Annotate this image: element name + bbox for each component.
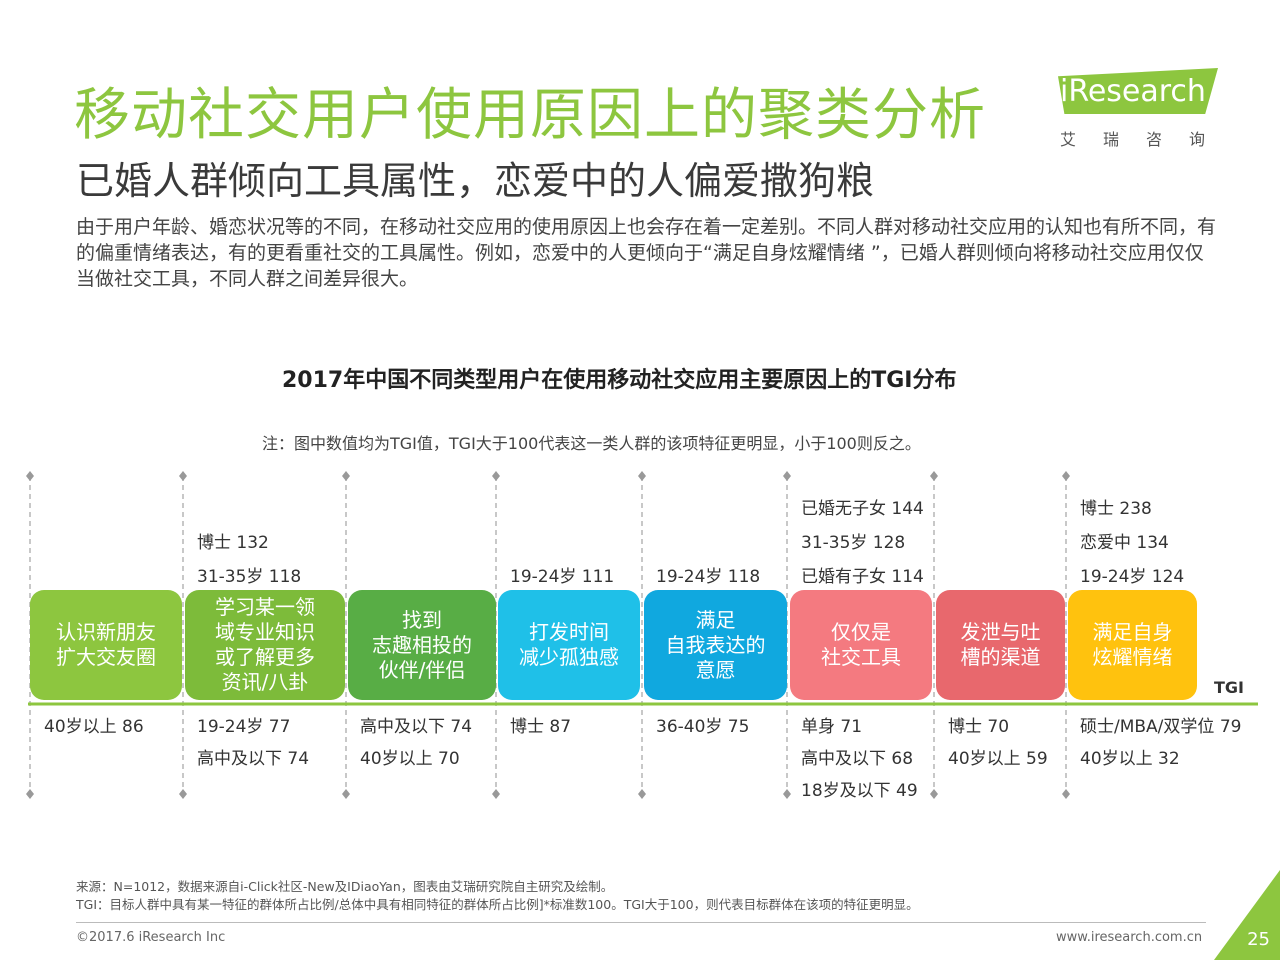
reason-label: 认识新朋友 扩大交友圈	[56, 620, 156, 669]
page-number: 25	[1247, 929, 1270, 950]
tgi-value-low: 高中及以下 74	[360, 717, 473, 737]
source-line-2: TGI：目标人群中具有某一特征的群体所占比例/总体中具有相同特征的群体所占比例]…	[76, 897, 919, 912]
divider-diamond	[492, 789, 500, 799]
reason-box: 打发时间 减少孤独感	[498, 590, 640, 700]
source-note: 来源：N=1012，数据来源自i-Click社区-New及IDiaoYan，图表…	[76, 878, 919, 914]
reason-box: 满足自身 炫耀情绪	[1068, 590, 1197, 700]
page-title: 移动社交用户使用原因上的聚类分析	[74, 83, 986, 148]
tgi-value-low: 40岁以上 59	[948, 749, 1048, 769]
divider-diamond	[179, 789, 187, 799]
logo-badge	[1058, 68, 1218, 114]
divider-diamond	[783, 471, 791, 481]
reason-label: 仅仅是 社交工具	[821, 620, 901, 669]
tgi-value-high: 恋爱中 134	[1080, 533, 1169, 553]
tgi-value-high: 19-24岁 124	[1080, 567, 1185, 587]
reason-box: 认识新朋友 扩大交友圈	[30, 590, 182, 700]
divider-diamond	[930, 789, 938, 799]
reason-label: 满足自身 炫耀情绪	[1092, 620, 1173, 669]
iresearch-logo: iResearch 艾瑞咨询	[1054, 66, 1224, 150]
divider-diamond	[179, 471, 187, 481]
divider-diamond	[783, 789, 791, 799]
reason-box: 找到 志趣相投的 伙伴/伴侣	[348, 590, 496, 700]
divider-diamond	[342, 471, 350, 481]
tgi-axis-label: TGI	[1214, 678, 1244, 697]
tgi-value-low: 博士 70	[948, 717, 1010, 737]
chart-title: 2017年中国不同类型用户在使用移动社交应用主要原因上的TGI分布	[282, 368, 957, 393]
divider-diamond	[638, 789, 646, 799]
tgi-value-low: 19-24岁 77	[197, 717, 291, 737]
website-url: www.iresearch.com.cn	[1056, 930, 1203, 945]
reason-box: 学习某一领 域专业知识 或了解更多 资讯/八卦	[185, 590, 345, 700]
tgi-value-high: 31-35岁 118	[197, 567, 302, 587]
reason-box: 发泄与吐 槽的渠道	[936, 590, 1065, 700]
divider-diamond	[26, 471, 34, 481]
tgi-value-high: 博士 238	[1080, 499, 1152, 519]
tgi-value-low: 高中及以下 68	[801, 749, 914, 769]
reason-label: 打发时间 减少孤独感	[519, 620, 619, 669]
tgi-value-high: 31-35岁 128	[801, 533, 906, 553]
tgi-value-low: 40岁以上 86	[44, 717, 144, 737]
chart-note: 注：图中数值均为TGI值，TGI大于100代表这一类人群的该项特征更明显，小于1…	[262, 434, 921, 453]
reason-label: 找到 志趣相投的 伙伴/伴侣	[372, 607, 472, 682]
divider-diamond	[638, 471, 646, 481]
tgi-value-high: 已婚有子女 114	[801, 567, 924, 587]
divider-diamond	[1062, 789, 1070, 799]
tgi-value-low: 博士 87	[510, 717, 572, 737]
tgi-value-high: 19-24岁 111	[510, 567, 615, 587]
tgi-value-low: 硕士/MBA/双学位 79	[1080, 717, 1242, 737]
divider-diamond	[342, 789, 350, 799]
divider-diamond	[26, 789, 34, 799]
tgi-value-low: 高中及以下 74	[197, 749, 310, 769]
intro-paragraph: 由于用户年龄、婚恋状况等的不同，在移动社交应用的使用原因上也会存在着一定差别。不…	[76, 216, 1217, 290]
reason-label: 学习某一领 域专业知识 或了解更多 资讯/八卦	[215, 595, 315, 694]
copyright: ©2017.6 iResearch Inc	[76, 930, 226, 945]
tgi-value-high: 已婚无子女 144	[801, 499, 924, 519]
page-subtitle: 已婚人群倾向工具属性，恋爱中的人偏爱撒狗粮	[76, 159, 875, 203]
logo-text: iResearch	[1060, 74, 1206, 109]
divider-diamond	[930, 471, 938, 481]
tgi-value-high: 19-24岁 118	[656, 567, 761, 587]
reason-box: 仅仅是 社交工具	[790, 590, 932, 700]
logo-chinese: 艾瑞咨询	[1060, 130, 1233, 149]
tgi-value-low: 36-40岁 75	[656, 717, 750, 737]
tgi-value-low: 18岁及以下 49	[801, 781, 918, 801]
tgi-value-low: 单身 71	[801, 717, 863, 737]
tgi-value-low: 40岁以上 70	[360, 749, 460, 769]
footer-divider	[76, 922, 1206, 923]
tgi-value-low: 40岁以上 32	[1080, 749, 1180, 769]
source-line-1: 来源：N=1012，数据来源自i-Click社区-New及IDiaoYan，图表…	[76, 879, 614, 894]
tgi-value-high: 博士 132	[197, 533, 269, 553]
reason-label: 满足 自我表达的 意愿	[665, 607, 766, 682]
divider-diamond	[492, 471, 500, 481]
divider-diamond	[1062, 471, 1070, 481]
reason-box: 满足 自我表达的 意愿	[644, 590, 787, 700]
reason-label: 发泄与吐 槽的渠道	[960, 620, 1041, 669]
